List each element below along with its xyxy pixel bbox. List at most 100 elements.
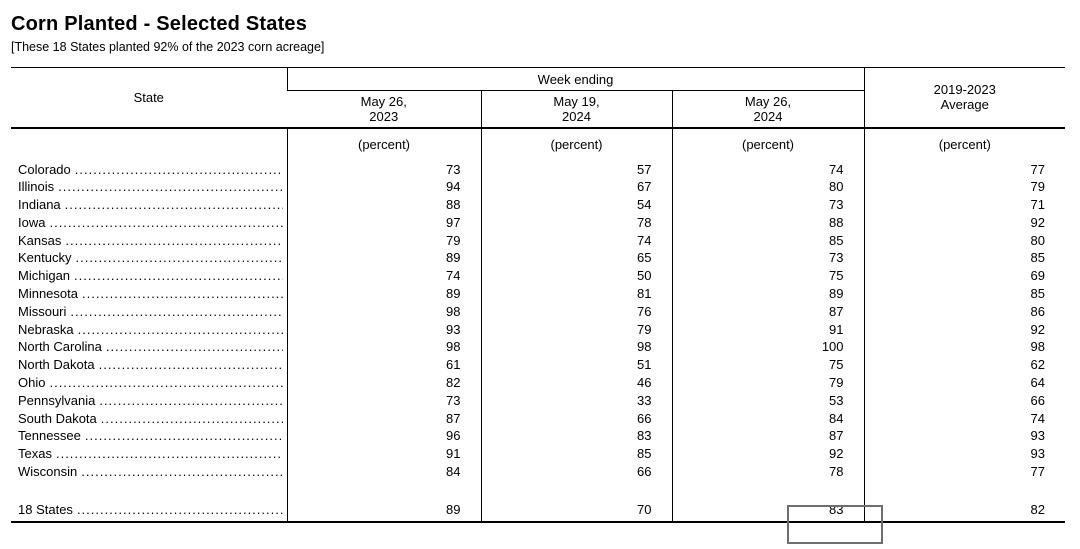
- dot-leader: [65, 232, 282, 250]
- dot-leader: [81, 463, 282, 481]
- value-cell: 65: [480, 249, 672, 268]
- dot-leader: [82, 285, 283, 303]
- total-value-average: 82: [863, 498, 1066, 522]
- value-cell: 46: [480, 374, 672, 392]
- value-cell: 80: [863, 231, 1066, 250]
- table-row: Indiana 88 54 73 71: [11, 196, 1066, 214]
- state-cell: Illinois: [11, 178, 287, 196]
- state-name: North Carolina: [18, 339, 102, 355]
- state-name: Tennessee: [18, 428, 81, 444]
- value-cell: 33: [480, 391, 672, 410]
- value-cell: 87: [671, 302, 865, 321]
- total-row: 18 States 89 70 83 82: [11, 498, 1066, 522]
- state-name: Kansas: [18, 232, 62, 248]
- unit-label: (percent): [863, 126, 1066, 161]
- value-cell: 87: [671, 427, 865, 446]
- value-cell: 75: [671, 267, 865, 286]
- value-cell: 84: [286, 463, 481, 481]
- value-cell: 67: [480, 178, 672, 197]
- state-cell: Tennessee: [11, 427, 287, 445]
- table-row: Kentucky 89 65 73 85: [11, 249, 1066, 268]
- value-cell: 98: [286, 338, 481, 357]
- unit-row: (percent) (percent) (percent) (percent): [11, 126, 1066, 161]
- dot-leader: [75, 161, 283, 179]
- state-cell: Missouri: [11, 303, 287, 321]
- state-cell: Kentucky: [11, 249, 287, 267]
- dot-leader: [70, 303, 282, 321]
- value-cell: 96: [286, 427, 481, 446]
- value-cell: 66: [480, 463, 672, 481]
- average-header-line2: Average: [940, 97, 989, 113]
- value-cell: 91: [671, 320, 865, 339]
- value-cell: 64: [863, 374, 1066, 392]
- state-name: Nebraska: [18, 321, 74, 337]
- dot-leader: [78, 321, 283, 339]
- value-cell: 88: [286, 196, 481, 214]
- unit-label: (percent): [671, 126, 865, 161]
- column-header-may26-2024: May 26, 2024: [671, 90, 865, 128]
- state-cell: Kansas: [11, 232, 287, 250]
- dot-leader: [106, 338, 283, 356]
- spacer-row: [11, 480, 1066, 499]
- state-cell: Pennsylvania: [11, 392, 287, 410]
- value-cell: 92: [671, 445, 865, 464]
- dot-leader: [49, 214, 282, 232]
- state-cell: Texas: [11, 445, 287, 463]
- page-title: Corn Planted - Selected States: [11, 13, 308, 35]
- table-row: Minnesota 89 81 89 85: [11, 285, 1066, 303]
- value-cell: 79: [671, 374, 865, 392]
- dot-leader: [99, 356, 283, 374]
- value-cell: 66: [863, 391, 1066, 410]
- corn-planted-table: State Week ending 2019-2023 Average May …: [11, 67, 1066, 523]
- value-cell: 57: [480, 160, 672, 179]
- table-row: Texas 91 85 92 93: [11, 445, 1066, 464]
- unit-cell-empty: [11, 126, 287, 161]
- value-cell: 92: [863, 213, 1066, 232]
- value-cell: 74: [863, 409, 1066, 428]
- state-cell: Iowa: [11, 214, 287, 232]
- state-name: North Dakota: [18, 357, 95, 373]
- value-cell: 73: [286, 160, 481, 179]
- value-cell: 66: [480, 409, 672, 428]
- value-cell: 98: [286, 302, 481, 321]
- total-value-may26-2023: 89: [286, 498, 481, 522]
- state-cell: Nebraska: [11, 321, 287, 339]
- state-cell: North Dakota: [11, 356, 287, 374]
- value-cell: 84: [671, 409, 865, 428]
- total-value-may26-2024: 83: [671, 498, 865, 522]
- value-cell: 98: [863, 338, 1066, 357]
- state-cell: Ohio: [11, 374, 287, 392]
- value-cell: 73: [671, 196, 865, 214]
- total-value-may19-2024: 70: [480, 498, 672, 522]
- state-cell: Indiana: [11, 196, 287, 214]
- state-name: Kentucky: [18, 250, 72, 266]
- value-cell: 77: [863, 463, 1066, 481]
- table-row: Missouri 98 76 87 86: [11, 302, 1066, 321]
- table-row: Tennessee 96 83 87 93: [11, 427, 1066, 446]
- value-cell: 50: [480, 267, 672, 286]
- value-cell: 71: [863, 196, 1066, 214]
- dot-leader: [99, 392, 282, 410]
- value-cell: 74: [286, 267, 481, 286]
- average-column-header: 2019-2023 Average: [863, 67, 1066, 128]
- table-row: North Carolina 98 98 100 98: [11, 338, 1066, 357]
- state-name: Michigan: [18, 268, 71, 284]
- value-cell: 78: [480, 213, 672, 232]
- value-cell: 89: [286, 249, 481, 268]
- column-header-may19-2024: May 19, 2024: [480, 90, 672, 128]
- state-cell: Michigan: [11, 267, 287, 285]
- value-cell: 77: [863, 160, 1066, 179]
- value-cell: 93: [286, 320, 481, 339]
- value-cell: 88: [671, 213, 865, 232]
- value-cell: 89: [671, 285, 865, 303]
- state-cell: Colorado: [11, 161, 287, 179]
- state-cell: Wisconsin: [11, 463, 287, 481]
- dot-leader: [49, 374, 282, 392]
- column-header-may26-2023: May 26, 2023: [360, 93, 407, 124]
- dot-leader: [77, 499, 283, 521]
- value-cell: 53: [671, 391, 865, 410]
- table-row: Kansas 79 74 85 80: [11, 231, 1066, 250]
- value-cell: 73: [286, 391, 481, 410]
- value-cell: 97: [286, 213, 481, 232]
- value-cell: 100: [671, 338, 865, 357]
